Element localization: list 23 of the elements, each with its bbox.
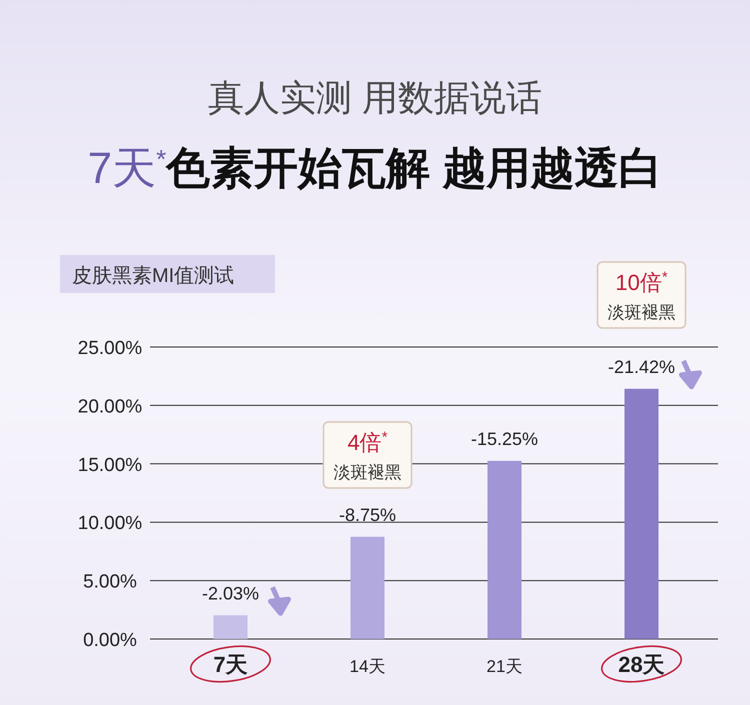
chart-title: 真人实测 用数据说话 — [208, 77, 542, 118]
annotation: -15.25% — [470, 428, 538, 449]
chart-subtitle: 7天$^{*}$色素开始瓦解 越用越透白 — [88, 144, 662, 193]
annotation: -8.75% — [338, 504, 396, 525]
annotation: 4倍$^{*}$ 淡斑褪黑 — [334, 428, 402, 482]
x-tick-label: 28天 — [618, 652, 665, 677]
bar — [488, 460, 522, 639]
y-tick-label: 0.00% — [83, 630, 138, 651]
bar — [350, 536, 384, 639]
bar — [624, 388, 658, 639]
y-tick-label: 20.00% — [78, 396, 142, 418]
y-tick-label: 10.00% — [78, 513, 142, 534]
annotation: -21.42% — [608, 356, 676, 377]
x-tick-label: 7天 — [213, 652, 248, 677]
text: 皮肤黑素MI值测试 — [72, 265, 234, 287]
annotation: -2.03% — [202, 583, 260, 604]
x-tick-label: 14天 — [350, 657, 386, 676]
y-tick-label: 15.00% — [78, 454, 142, 476]
y-tick-label: 5.00% — [83, 572, 138, 593]
bar — [214, 615, 248, 639]
y-tick-label: 25.00% — [78, 338, 142, 359]
text: 10倍$^{*}$ 淡斑褪黑 — [608, 268, 676, 322]
x-tick-label: 21天 — [486, 657, 522, 676]
